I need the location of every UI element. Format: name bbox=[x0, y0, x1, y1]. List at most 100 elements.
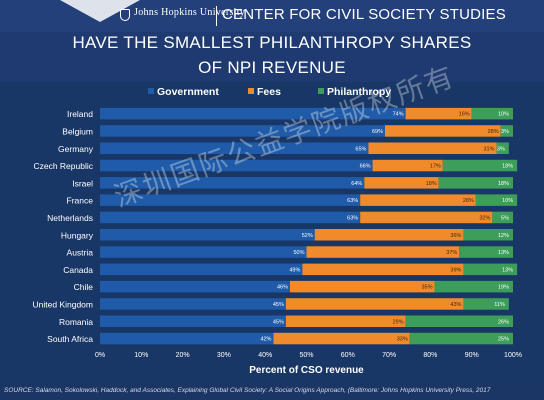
bar-philanthropy-israel bbox=[438, 177, 513, 189]
bar-fees-canada bbox=[302, 263, 464, 276]
data-label-philanthropy-south-africa: 25% bbox=[498, 337, 509, 343]
category-label-germany: Germany bbox=[58, 144, 94, 154]
data-label-government-canada: 49% bbox=[289, 267, 300, 273]
institution-name: Johns Hopkins University bbox=[134, 7, 246, 18]
x-tick-label: 60% bbox=[341, 352, 355, 359]
header-divider bbox=[216, 6, 217, 26]
data-label-government-czech-republic: 66% bbox=[360, 164, 371, 170]
data-label-fees-france: 28% bbox=[463, 198, 474, 204]
data-label-philanthropy-united-kingdom: 11% bbox=[494, 302, 505, 308]
data-label-government-belgium: 69% bbox=[372, 129, 383, 135]
category-label-united-kingdom: United Kingdom bbox=[33, 299, 93, 309]
category-label-austria: Austria bbox=[67, 248, 94, 258]
title-band bbox=[0, 32, 544, 82]
x-tick-label: 30% bbox=[217, 352, 231, 359]
x-tick-label: 100% bbox=[504, 352, 522, 359]
bar-government-united-kingdom bbox=[100, 298, 286, 310]
bar-government-israel bbox=[100, 177, 365, 189]
bar-philanthropy-netherlands bbox=[492, 211, 513, 224]
data-label-government-ireland: 74% bbox=[393, 112, 404, 118]
bar-government-germany bbox=[100, 142, 369, 154]
data-label-fees-netherlands: 32% bbox=[479, 215, 490, 221]
data-label-government-netherlands: 63% bbox=[347, 215, 358, 221]
category-label-israel: Israel bbox=[72, 178, 93, 188]
bar-fees-hungary bbox=[314, 229, 464, 241]
bar-government-south-africa bbox=[100, 332, 274, 345]
university-crest-icon bbox=[120, 9, 130, 21]
bar-government-france bbox=[100, 194, 361, 206]
header-bar: Johns Hopkins University CENTER FOR CIVI… bbox=[0, 0, 544, 32]
footer-bar: SOURCE: Salamon, Sokolowski, Haddock, an… bbox=[0, 384, 544, 400]
bar-government-netherlands bbox=[100, 211, 361, 224]
bar-fees-ireland bbox=[405, 107, 472, 120]
bar-philanthropy-czech-republic bbox=[442, 159, 518, 172]
bar-philanthropy-canada bbox=[463, 263, 518, 276]
bar-government-ireland bbox=[100, 107, 406, 120]
data-label-government-germany: 65% bbox=[355, 146, 366, 152]
bar-government-czech-republic bbox=[100, 159, 373, 172]
bar-fees-belgium bbox=[384, 125, 501, 137]
x-tick-label: 70% bbox=[382, 352, 396, 359]
x-tick-label: 90% bbox=[465, 352, 479, 359]
bar-philanthropy-chile bbox=[434, 280, 513, 293]
bar-philanthropy-austria bbox=[459, 246, 513, 258]
bar-fees-france bbox=[360, 194, 476, 206]
category-label-belgium: Belgium bbox=[62, 126, 93, 136]
data-label-government-united-kingdom: 45% bbox=[273, 302, 284, 308]
legend-label-philanthropy: Philanthropy bbox=[327, 86, 391, 98]
data-label-fees-united-kingdom: 43% bbox=[450, 302, 461, 308]
legend-swatch-philanthropy bbox=[318, 88, 324, 94]
data-label-philanthropy-austria: 13% bbox=[498, 250, 509, 256]
bar-philanthropy-hungary bbox=[463, 229, 513, 241]
chart-title: HAVE THE SMALLEST PHILANTHROPY SHARES bbox=[72, 33, 472, 52]
legend-swatch-fees bbox=[248, 88, 254, 94]
bar-fees-czech-republic bbox=[372, 159, 443, 172]
bar-government-belgium bbox=[100, 125, 385, 137]
data-label-fees-germany: 31% bbox=[483, 146, 494, 152]
category-label-canada: Canada bbox=[63, 265, 93, 275]
bar-fees-austria bbox=[306, 246, 460, 258]
bar-fees-chile bbox=[289, 280, 435, 293]
bar-government-hungary bbox=[100, 229, 315, 241]
stacked-bar-chart: Government Fees Philanthropy Ireland 74% 16% 1… bbox=[33, 86, 522, 376]
data-label-fees-south-africa: 33% bbox=[397, 337, 408, 343]
data-label-government-israel: 64% bbox=[351, 181, 362, 187]
category-label-france: France bbox=[67, 196, 94, 206]
data-label-government-hungary: 52% bbox=[302, 233, 313, 239]
data-label-philanthropy-hungary: 12% bbox=[498, 233, 509, 239]
bar-fees-netherlands bbox=[360, 211, 493, 224]
data-label-government-south-africa: 42% bbox=[260, 337, 271, 343]
data-label-philanthropy-belgium: 3% bbox=[501, 129, 509, 135]
bar-government-canada bbox=[100, 263, 303, 276]
data-label-fees-ireland: 16% bbox=[459, 112, 470, 118]
x-tick-label: 10% bbox=[134, 352, 148, 359]
legend-label-fees: Fees bbox=[257, 86, 281, 98]
x-tick-label: 20% bbox=[176, 352, 190, 359]
category-label-south-africa: South Africa bbox=[47, 334, 93, 344]
category-label-ireland: Ireland bbox=[67, 109, 93, 119]
data-label-philanthropy-france: 10% bbox=[502, 198, 513, 204]
category-label-hungary: Hungary bbox=[61, 230, 94, 240]
x-tick-label: 40% bbox=[258, 352, 272, 359]
data-label-fees-czech-republic: 17% bbox=[430, 164, 441, 170]
data-label-philanthropy-israel: 18% bbox=[498, 181, 509, 187]
data-label-government-romania: 45% bbox=[273, 319, 284, 325]
data-label-philanthropy-ireland: 10% bbox=[498, 112, 509, 118]
bar-fees-south-africa bbox=[273, 332, 410, 345]
center-name: CENTER FOR CIVIL SOCIETY STUDIES bbox=[222, 6, 506, 23]
bar-philanthropy-united-kingdom bbox=[463, 298, 509, 310]
bar-government-austria bbox=[100, 246, 307, 258]
bar-philanthropy-romania bbox=[405, 315, 513, 327]
bar-philanthropy-south-africa bbox=[409, 332, 513, 345]
data-label-fees-hungary: 36% bbox=[450, 233, 461, 239]
bar-government-chile bbox=[100, 280, 290, 293]
bar-philanthropy-germany bbox=[496, 142, 509, 154]
x-tick-label: 80% bbox=[423, 352, 437, 359]
bar-philanthropy-belgium bbox=[500, 125, 513, 137]
data-label-fees-israel: 18% bbox=[426, 181, 437, 187]
chart-subtitle: OF NPI REVENUE bbox=[198, 58, 346, 77]
x-tick-label: 0% bbox=[95, 352, 105, 359]
data-label-fees-canada: 39% bbox=[450, 267, 461, 273]
data-label-fees-chile: 35% bbox=[422, 285, 433, 291]
data-label-government-france: 63% bbox=[347, 198, 358, 204]
